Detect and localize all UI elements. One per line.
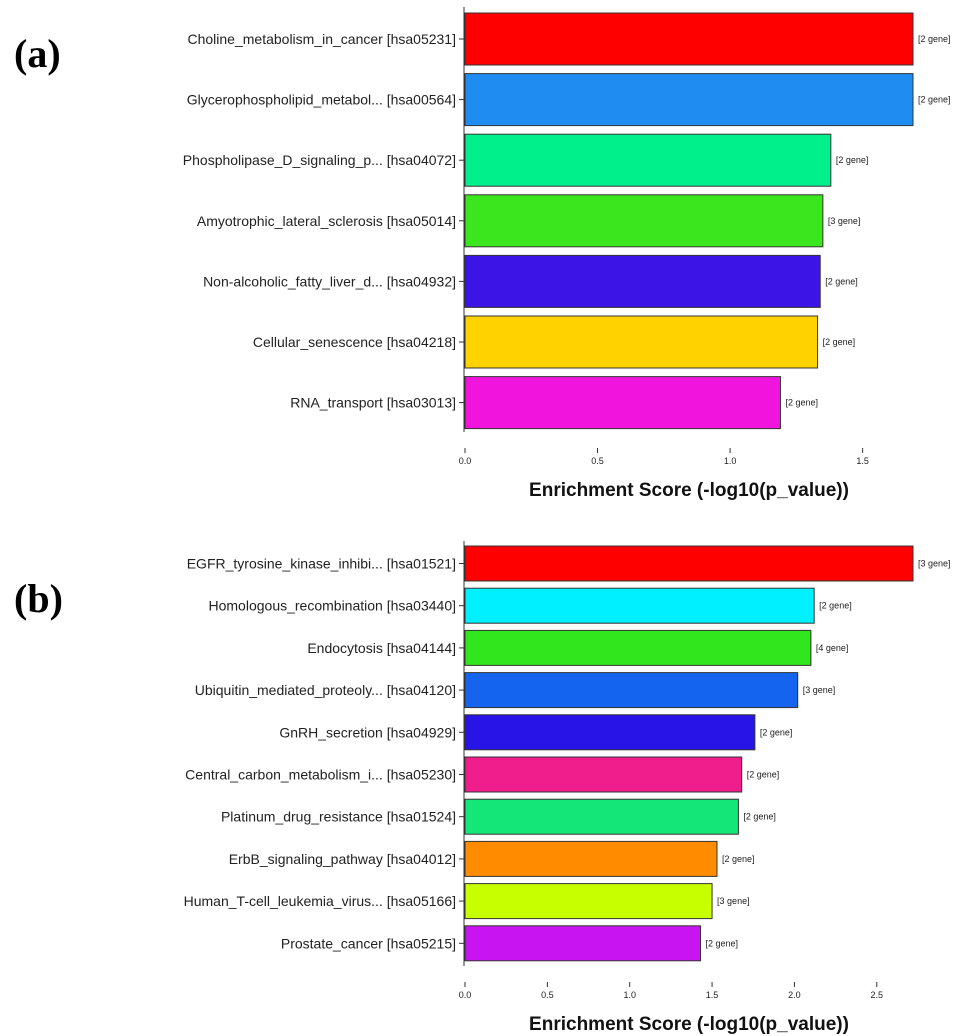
bar-b xyxy=(464,672,799,709)
x-tick-label-b: 2.5 xyxy=(871,990,884,1000)
x-tick-label-a: 1.0 xyxy=(724,456,737,466)
category-label-b: Central_carbon_metabolism_i... [hsa05230… xyxy=(185,767,456,783)
category-label-b: GnRH_secretion [hsa04929] xyxy=(279,724,456,740)
bar-b xyxy=(464,883,713,920)
category-label-a: Cellular_senescence [hsa04218] xyxy=(253,334,456,350)
bar-b xyxy=(464,714,756,751)
bar-a xyxy=(464,254,821,308)
gene-count-label-a: [2 gene] xyxy=(785,398,818,408)
category-label-b: Prostate_cancer [hsa05215] xyxy=(281,935,456,951)
gene-count-label-b: [2 gene] xyxy=(747,770,780,780)
panel-label-a: (a) xyxy=(14,31,61,76)
gene-count-label-b: [2 gene] xyxy=(760,727,793,737)
bar-a xyxy=(464,194,824,248)
gene-count-label-a: [2 gene] xyxy=(825,276,858,286)
category-label-a: Choline_metabolism_in_cancer [hsa05231] xyxy=(187,31,456,47)
category-label-a: Glycerophospholipid_metabol... [hsa00564… xyxy=(187,92,456,108)
gene-count-label-b: [2 gene] xyxy=(706,938,739,948)
category-label-b: Platinum_drug_resistance [hsa01524] xyxy=(221,809,456,825)
category-label-a: Amyotrophic_lateral_sclerosis [hsa05014] xyxy=(197,213,456,229)
bar-a xyxy=(464,376,781,430)
x-axis-label-a: Enrichment Score (-log10(p_value)) xyxy=(529,480,849,501)
gene-count-label-b: [4 gene] xyxy=(816,643,849,653)
x-tick-label-b: 0.5 xyxy=(541,990,554,1000)
x-tick-label-a: 0.0 xyxy=(459,456,472,466)
panel-label-b: (b) xyxy=(14,576,63,621)
gene-count-label-b: [2 gene] xyxy=(819,601,852,611)
category-label-b: Homologous_recombination [hsa03440] xyxy=(209,598,457,614)
x-tick-label-b: 2.0 xyxy=(788,990,801,1000)
category-label-b: EGFR_tyrosine_kinase_inhibi... [hsa01521… xyxy=(187,556,456,572)
bar-a xyxy=(464,133,832,187)
bar-b xyxy=(464,756,743,793)
bar-b xyxy=(464,798,739,835)
gene-count-label-a: [2 gene] xyxy=(823,337,856,347)
bar-b xyxy=(464,587,815,624)
gene-count-label-a: [2 gene] xyxy=(918,95,951,105)
x-tick-label-b: 1.5 xyxy=(706,990,719,1000)
x-tick-label-b: 1.0 xyxy=(623,990,636,1000)
bar-b xyxy=(464,925,702,962)
category-label-b: Endocytosis [hsa04144] xyxy=(307,640,456,656)
gene-count-label-b: [3 gene] xyxy=(918,559,951,569)
bar-b xyxy=(464,629,812,666)
bar-a xyxy=(464,73,914,127)
category-label-a: Non-alcoholic_fatty_liver_d... [hsa04932… xyxy=(203,273,456,289)
category-label-a: RNA_transport [hsa03013] xyxy=(290,395,456,411)
gene-count-label-b: [3 gene] xyxy=(717,896,750,906)
gene-count-label-a: [2 gene] xyxy=(836,155,869,165)
bar-b xyxy=(464,840,718,877)
gene-count-label-a: [2 gene] xyxy=(918,34,951,44)
x-tick-label-a: 1.5 xyxy=(856,456,869,466)
gene-count-label-b: [3 gene] xyxy=(803,685,836,695)
gene-count-label-b: [2 gene] xyxy=(722,854,755,864)
x-tick-label-a: 0.5 xyxy=(591,456,604,466)
bar-a xyxy=(464,315,819,369)
x-axis-label-b: Enrichment Score (-log10(p_value)) xyxy=(529,1014,849,1035)
bar-b xyxy=(464,545,914,582)
gene-count-label-a: [3 gene] xyxy=(828,216,861,226)
category-label-b: Ubiquitin_mediated_proteoly... [hsa04120… xyxy=(195,682,456,698)
category-label-b: Human_T-cell_leukemia_virus... [hsa05166… xyxy=(184,893,456,909)
category-label-a: Phospholipase_D_signaling_p... [hsa04072… xyxy=(183,152,456,168)
x-tick-label-b: 0.0 xyxy=(459,990,472,1000)
bar-a xyxy=(464,12,914,66)
category-label-b: ErbB_signaling_pathway [hsa04012] xyxy=(229,851,456,867)
gene-count-label-b: [2 gene] xyxy=(743,812,776,822)
